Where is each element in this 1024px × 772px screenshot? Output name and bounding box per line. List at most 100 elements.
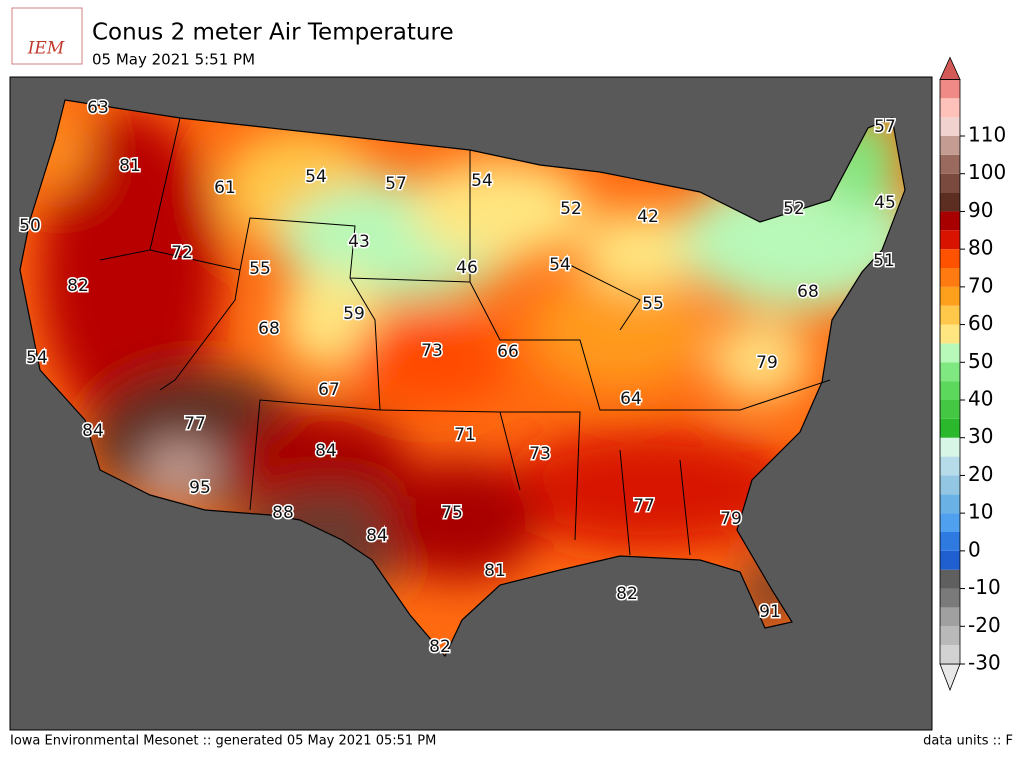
- station-value: 59: [343, 304, 365, 324]
- station-value: 73: [421, 341, 443, 361]
- station-value: 88: [272, 503, 294, 523]
- station-value: 68: [258, 319, 280, 339]
- colorbar-band: [940, 513, 960, 532]
- colorbar-band: [940, 550, 960, 570]
- station-value: 77: [184, 414, 206, 434]
- logo: IEM: [27, 39, 65, 59]
- colorbar-band: [940, 117, 960, 136]
- station-value: 54: [549, 255, 571, 275]
- colorbar-band: [940, 607, 960, 627]
- station-value: 68: [797, 282, 819, 302]
- title: Conus 2 meter Air Temperature: [92, 20, 454, 46]
- colorbar-band: [940, 249, 960, 268]
- colorbar-band: [940, 98, 960, 118]
- colorbar-band: [940, 437, 960, 457]
- station-value: 84: [82, 421, 104, 441]
- colorbar-tick-label: 40: [968, 387, 993, 411]
- colorbar-tick-label: -20: [968, 613, 1001, 637]
- colorbar-tick-label: 80: [968, 236, 993, 260]
- station-value: 84: [366, 526, 388, 546]
- colorbar-high: [939, 56, 961, 80]
- colorbar-band: [940, 173, 960, 193]
- colorbar-band: [940, 324, 960, 344]
- station-value: 54: [305, 167, 327, 187]
- colorbar-band: [940, 192, 960, 212]
- station-value: 82: [67, 276, 89, 296]
- station-value: 73: [529, 444, 551, 464]
- colorbar-frame: [939, 79, 961, 665]
- colorbar-band: [940, 305, 960, 325]
- colorbar-band: [940, 645, 960, 664]
- station-value: 57: [874, 117, 896, 137]
- colorbar-band: [940, 343, 960, 363]
- colorbar-band: [940, 588, 960, 608]
- station-value: 71: [454, 425, 476, 445]
- colorbar-band: [940, 230, 960, 250]
- colorbar-tick-label: -10: [968, 575, 1001, 599]
- state-lines: [99, 117, 831, 556]
- station-value: 79: [756, 353, 778, 373]
- station-value: 81: [484, 561, 506, 581]
- colorbar-band: [940, 626, 960, 646]
- station-value: 82: [616, 584, 638, 604]
- station-value: 61: [214, 178, 236, 198]
- colorbar-tick-label: 10: [968, 500, 993, 524]
- colorbar-band: [940, 136, 960, 155]
- station-value: 46: [456, 258, 478, 278]
- station-value: 67: [318, 380, 340, 400]
- colorbar-band: [940, 211, 960, 231]
- station-value: 54: [26, 348, 48, 368]
- colorbar-tick-label: 60: [968, 311, 993, 335]
- station-value: 55: [642, 294, 664, 314]
- colorbar-band: [940, 532, 960, 551]
- colorbar-tick-label: 70: [968, 273, 993, 297]
- station-value: 82: [429, 637, 451, 657]
- colorbar-band: [940, 381, 960, 400]
- colorbar-band: [940, 400, 960, 419]
- colorbar-band: [940, 79, 960, 99]
- colorbar-low: [939, 663, 961, 692]
- station-value: 57: [385, 174, 407, 194]
- colorbar-tick-label: 100: [968, 160, 1006, 184]
- station-value: 54: [471, 171, 493, 191]
- station-value: 72: [171, 243, 193, 263]
- footer-left: Iowa Environmental Mesonet :: generated …: [10, 734, 436, 749]
- colorbar-tick-label: 30: [968, 424, 993, 448]
- station-value: 42: [637, 207, 659, 227]
- station-value: 66: [497, 342, 519, 362]
- footer-right: data units :: F: [923, 734, 1013, 749]
- station-value: 81: [119, 156, 141, 176]
- station-value: 45: [874, 193, 896, 213]
- station-value: 63: [87, 98, 109, 118]
- colorbar-tick-label: -30: [968, 651, 1001, 675]
- station-value: 51: [873, 251, 895, 271]
- station-value: 50: [19, 216, 41, 236]
- colorbar-tick-label: 0: [968, 537, 981, 561]
- station-value: 64: [620, 389, 642, 409]
- colorbar-tick-label: 90: [968, 198, 993, 222]
- colorbar-band: [940, 475, 960, 495]
- colorbar-band: [940, 286, 960, 306]
- station-value: 77: [633, 496, 655, 516]
- station-value: 91: [759, 602, 781, 622]
- colorbar-tick-label: 50: [968, 349, 993, 373]
- colorbar-band: [940, 362, 960, 382]
- station-value: 79: [720, 509, 742, 529]
- station-value: 55: [249, 259, 271, 279]
- colorbar-band: [940, 418, 960, 438]
- colorbar-tick-label: 20: [968, 462, 993, 486]
- station-value: 84: [315, 441, 337, 461]
- subtitle: 05 May 2021 5:51 PM: [92, 51, 255, 69]
- colorbar-band: [940, 456, 960, 476]
- colorbar-band: [940, 494, 960, 514]
- station-value: 52: [560, 199, 582, 219]
- colorbar-band: [940, 268, 960, 287]
- colorbar-band: [940, 154, 960, 174]
- station-value: 52: [783, 199, 805, 219]
- colorbar-tick-label: 110: [968, 123, 1006, 147]
- station-value: 75: [441, 503, 463, 523]
- logo-frame: [11, 7, 83, 65]
- station-value: 43: [348, 232, 370, 252]
